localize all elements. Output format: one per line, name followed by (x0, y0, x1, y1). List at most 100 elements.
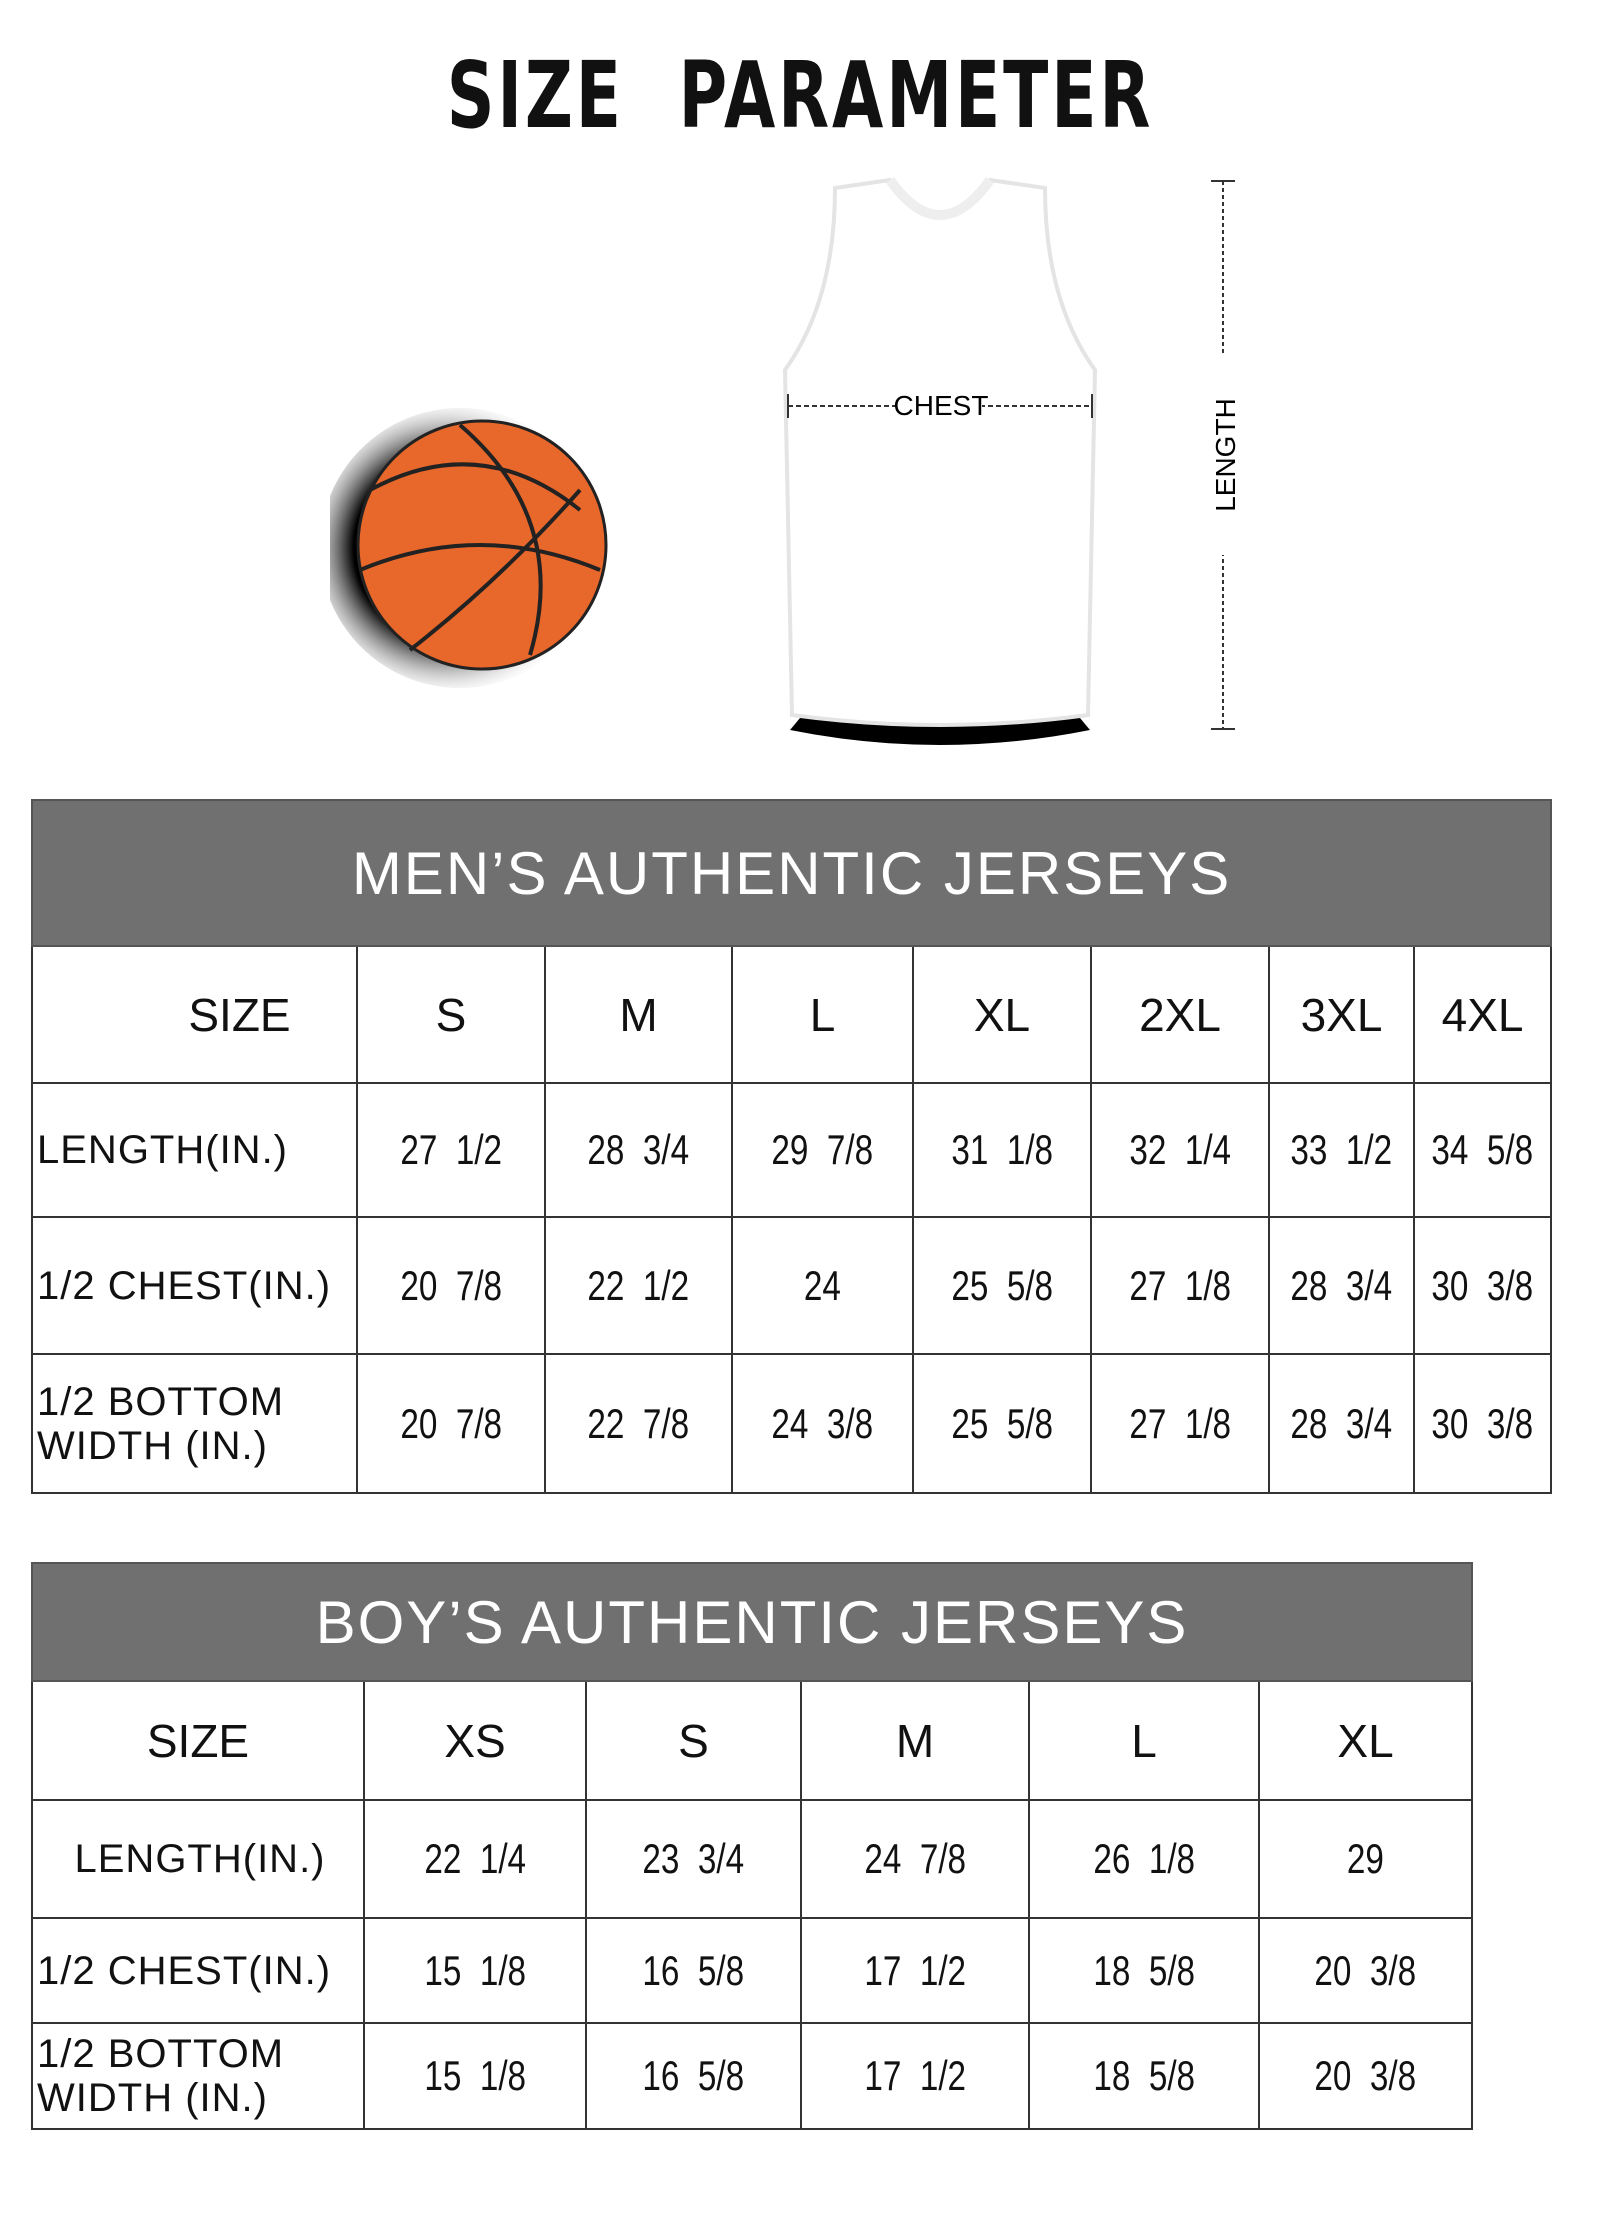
length-indicator: LENGTH (1205, 180, 1241, 730)
page-title: SIZE PARAMETER (446, 42, 1154, 149)
value-cell: 31 1/8 (921, 1082, 1083, 1218)
row-label: 1/2 BOTTOM WIDTH (IN.) (31, 1353, 358, 1494)
boys-size-table: BOY’S AUTHENTIC JERSEYS SIZE XS S M L XL… (30, 1562, 1474, 2130)
value-text: 31 1/8 (951, 1126, 1053, 1173)
value-text: 15 1/8 (424, 1946, 526, 1994)
value-text: 22 1/4 (424, 1835, 526, 1882)
value-text: 20 7/8 (400, 1261, 502, 1309)
row-label: LENGTH(IN.) (31, 1082, 358, 1218)
value-text: 26 1/8 (1093, 1835, 1195, 1882)
value-cell: 17 1/2 (811, 1917, 1019, 2024)
length-label: LENGTH (1210, 398, 1241, 512)
value-text: 16 5/8 (642, 1946, 745, 1994)
value-cell: 20 7/8 (365, 1353, 537, 1494)
value-text: 23 3/4 (642, 1835, 745, 1882)
value-cell: 20 3/8 (1268, 2022, 1463, 2130)
value-text: 17 1/2 (864, 2052, 966, 2099)
value-cell: 28 3/4 (553, 1082, 724, 1218)
size-col: M (544, 945, 733, 1084)
size-col: S (356, 945, 546, 1084)
chest-label: CHEST (894, 390, 989, 421)
value-text: 32 1/4 (1129, 1126, 1231, 1173)
table-row: SIZE S M L XL 2XL 3XL 4XL (31, 945, 1553, 1084)
value-text: 28 3/4 (1290, 1261, 1393, 1309)
value-text: 27 1/8 (1129, 1261, 1231, 1309)
row-label: LENGTH(IN.) (31, 1799, 365, 1919)
value-cell: 25 5/8 (921, 1216, 1083, 1355)
table-row: 1/2 CHEST(IN.) 15 1/8 16 5/8 17 1/2 18 5/8 20… (31, 1917, 1472, 2024)
value-cell: 26 1/8 (1039, 1799, 1249, 1919)
size-col: 4XL (1412, 945, 1553, 1084)
value-cell: 27 1/2 (365, 1082, 537, 1218)
value-cell: 27 1/8 (1099, 1216, 1261, 1355)
value-cell: 32 1/4 (1099, 1082, 1261, 1218)
value-cell: 27 1/8 (1099, 1353, 1261, 1494)
value-text: 17 1/2 (864, 1946, 966, 1994)
boys-table-title: BOY’S AUTHENTIC JERSEYS (30, 1562, 1474, 1682)
value-cell: 24 3/8 (740, 1353, 905, 1494)
value-cell: 25 5/8 (921, 1353, 1083, 1494)
value-cell: 28 3/4 (1275, 1353, 1408, 1494)
value-text: 24 3/8 (771, 1399, 874, 1447)
value-cell: 17 1/2 (811, 2022, 1019, 2130)
value-cell: 15 1/8 (374, 1917, 576, 2024)
value-text: 33 1/2 (1290, 1126, 1393, 1173)
value-cell: 22 1/4 (374, 1799, 576, 1919)
size-col: 3XL (1268, 945, 1415, 1084)
value-cell: 20 3/8 (1268, 1917, 1463, 2024)
value-cell: 33 1/2 (1275, 1082, 1408, 1218)
value-cell: 18 5/8 (1039, 2022, 1249, 2130)
value-cell: 23 3/4 (595, 1799, 792, 1919)
table-row: SIZE XS S M L XL (31, 1680, 1474, 1801)
mens-table-title: MEN’S AUTHENTIC JERSEYS (30, 799, 1553, 947)
value-text: 18 5/8 (1093, 2052, 1195, 2099)
value-text: 18 5/8 (1093, 1946, 1195, 1994)
size-col: L (731, 945, 914, 1084)
value-cell: 34 5/8 (1419, 1082, 1546, 1218)
table-row: LENGTH(IN.) 22 1/4 23 3/4 24 7/8 26 1/8 29 (31, 1799, 1472, 1919)
value-text: 16 5/8 (642, 2052, 745, 2099)
value-cell: 16 5/8 (595, 2022, 792, 2130)
value-text: 25 5/8 (951, 1261, 1053, 1309)
value-text: 20 3/8 (1314, 2052, 1417, 2099)
value-cell: 16 5/8 (595, 1917, 792, 2024)
value-text: 27 1/8 (1129, 1399, 1231, 1447)
value-cell: 30 3/8 (1419, 1216, 1546, 1355)
value-text: 29 (1347, 1835, 1385, 1882)
value-text: 15 1/8 (424, 2052, 526, 2099)
value-text: 24 7/8 (864, 1835, 966, 1882)
value-text: 22 1/2 (587, 1261, 690, 1309)
value-text: 20 7/8 (400, 1399, 502, 1447)
value-text: 27 1/2 (400, 1126, 502, 1173)
size-header: SIZE (31, 1680, 365, 1801)
value-text: 25 5/8 (951, 1399, 1053, 1447)
value-cell: 15 1/8 (374, 2022, 576, 2130)
value-cell: 20 7/8 (365, 1216, 537, 1355)
value-text: 30 3/8 (1431, 1399, 1534, 1447)
size-col: XS (363, 1680, 587, 1801)
value-cell: 22 7/8 (553, 1353, 724, 1494)
value-text: 24 (803, 1261, 842, 1309)
size-col: 2XL (1090, 945, 1270, 1084)
value-text: 28 3/4 (1290, 1399, 1393, 1447)
mens-size-table: MEN’S AUTHENTIC JERSEYS SIZE S M L XL 2X… (30, 799, 1553, 1494)
size-col: XL (912, 945, 1092, 1084)
size-header: SIZE (31, 945, 358, 1084)
value-cell: 29 (1268, 1799, 1463, 1919)
value-text: 29 7/8 (771, 1126, 874, 1173)
basketball-icon (330, 408, 608, 688)
size-col: L (1028, 1680, 1260, 1801)
value-text: 34 5/8 (1431, 1126, 1534, 1173)
value-cell: 30 3/8 (1419, 1353, 1546, 1494)
value-text: 30 3/8 (1431, 1261, 1534, 1309)
row-label: 1/2 CHEST(IN.) (31, 1917, 365, 2024)
table-row: 1/2 BOTTOM WIDTH (IN.) 20 7/8 22 7/8 24 3/8… (31, 1353, 1551, 1494)
size-col: S (585, 1680, 802, 1801)
value-text: 22 7/8 (587, 1399, 690, 1447)
jersey-diagram: CHEST (782, 177, 1098, 745)
table-row: LENGTH(IN.) 27 1/2 28 3/4 29 7/8 31 1/8 32 1/… (31, 1082, 1551, 1218)
row-label: 1/2 BOTTOM WIDTH (IN.) (31, 2022, 365, 2130)
value-text: 20 3/8 (1314, 1946, 1417, 1994)
table-row: 1/2 BOTTOM WIDTH (IN.) 15 1/8 16 5/8 17 1/2… (31, 2022, 1472, 2130)
value-cell: 28 3/4 (1275, 1216, 1408, 1355)
